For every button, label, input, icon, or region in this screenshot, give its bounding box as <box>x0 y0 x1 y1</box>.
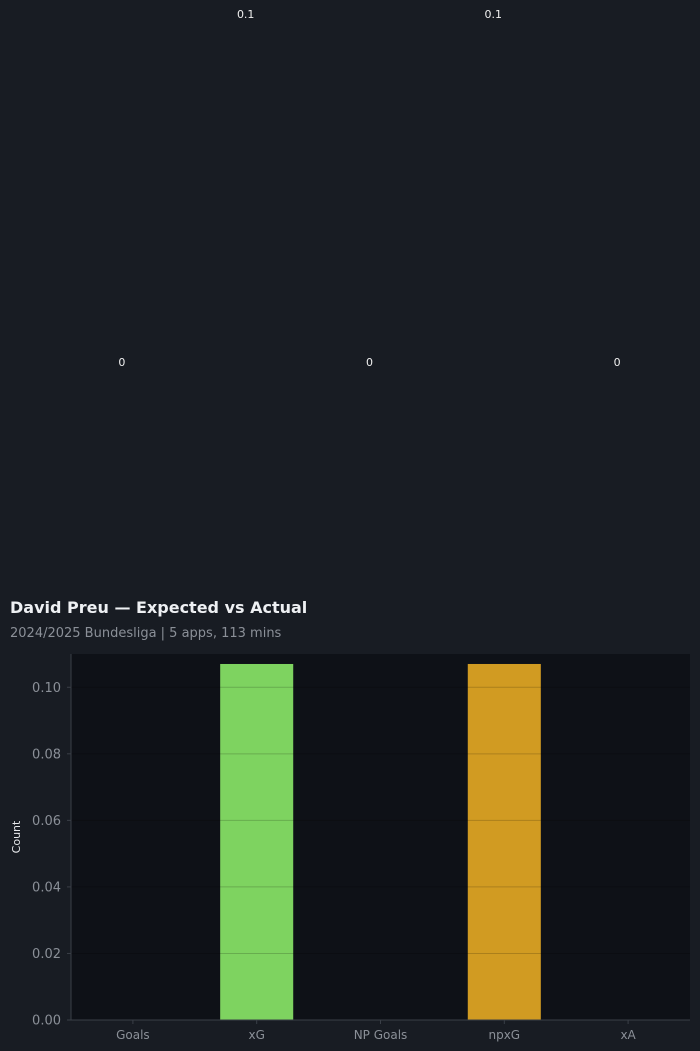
y-tick-label: 0.08 <box>32 747 61 762</box>
value-label: 0.1 <box>236 8 255 21</box>
value-label: 0 <box>366 356 373 369</box>
value-label: 0 <box>613 356 621 369</box>
x-tick-label: xG <box>248 1028 264 1042</box>
y-tick-label: 0.04 <box>32 880 61 895</box>
x-tick-label: Goals <box>116 1028 150 1042</box>
y-tick-label: 0.06 <box>32 814 61 829</box>
chart-title: David Preu — Expected vs Actual <box>10 598 308 617</box>
value-label: 0 <box>118 356 126 369</box>
value-label: 0.1 <box>484 8 503 21</box>
y-tick-label: 0.00 <box>32 1014 61 1029</box>
x-tick-label: NP Goals <box>354 1028 408 1042</box>
y-tick-label: 0.02 <box>32 947 61 962</box>
y-tick-label: 0.10 <box>32 681 61 696</box>
chart-subtitle: 2024/2025 Bundesliga | 5 apps, 113 mins <box>10 626 282 641</box>
plot-area <box>71 654 690 1020</box>
y-axis-title: Count <box>10 820 23 853</box>
x-tick-label: npxG <box>488 1028 520 1042</box>
x-tick-label: xA <box>620 1028 636 1042</box>
bar-xg <box>220 663 294 1020</box>
bar-npxg <box>467 663 541 1020</box>
